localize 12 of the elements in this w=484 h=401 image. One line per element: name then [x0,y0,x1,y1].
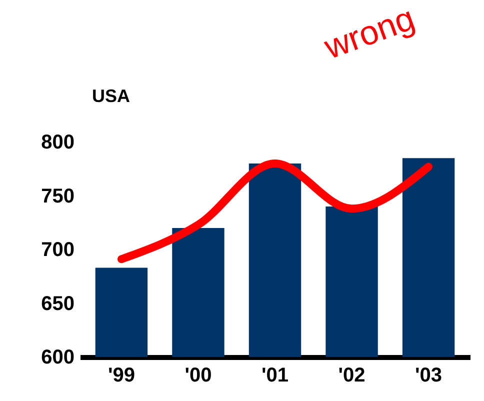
x-tick-label: '99 [108,364,135,386]
text: wrong [318,0,420,68]
x-tick-label: '02 [338,364,366,386]
x-tick-label: '01 [261,364,289,386]
x-tick-label: '03 [415,364,442,386]
y-tick-label: 700 [41,239,74,261]
y-tick-label: 750 [41,185,74,208]
y-tick-label: 800 [41,132,74,154]
y-tick-label: 600 [41,346,74,368]
x-tick-label: '00 [184,364,212,386]
chart-title: USA [92,86,130,106]
y-tick-label: 650 [41,292,74,315]
